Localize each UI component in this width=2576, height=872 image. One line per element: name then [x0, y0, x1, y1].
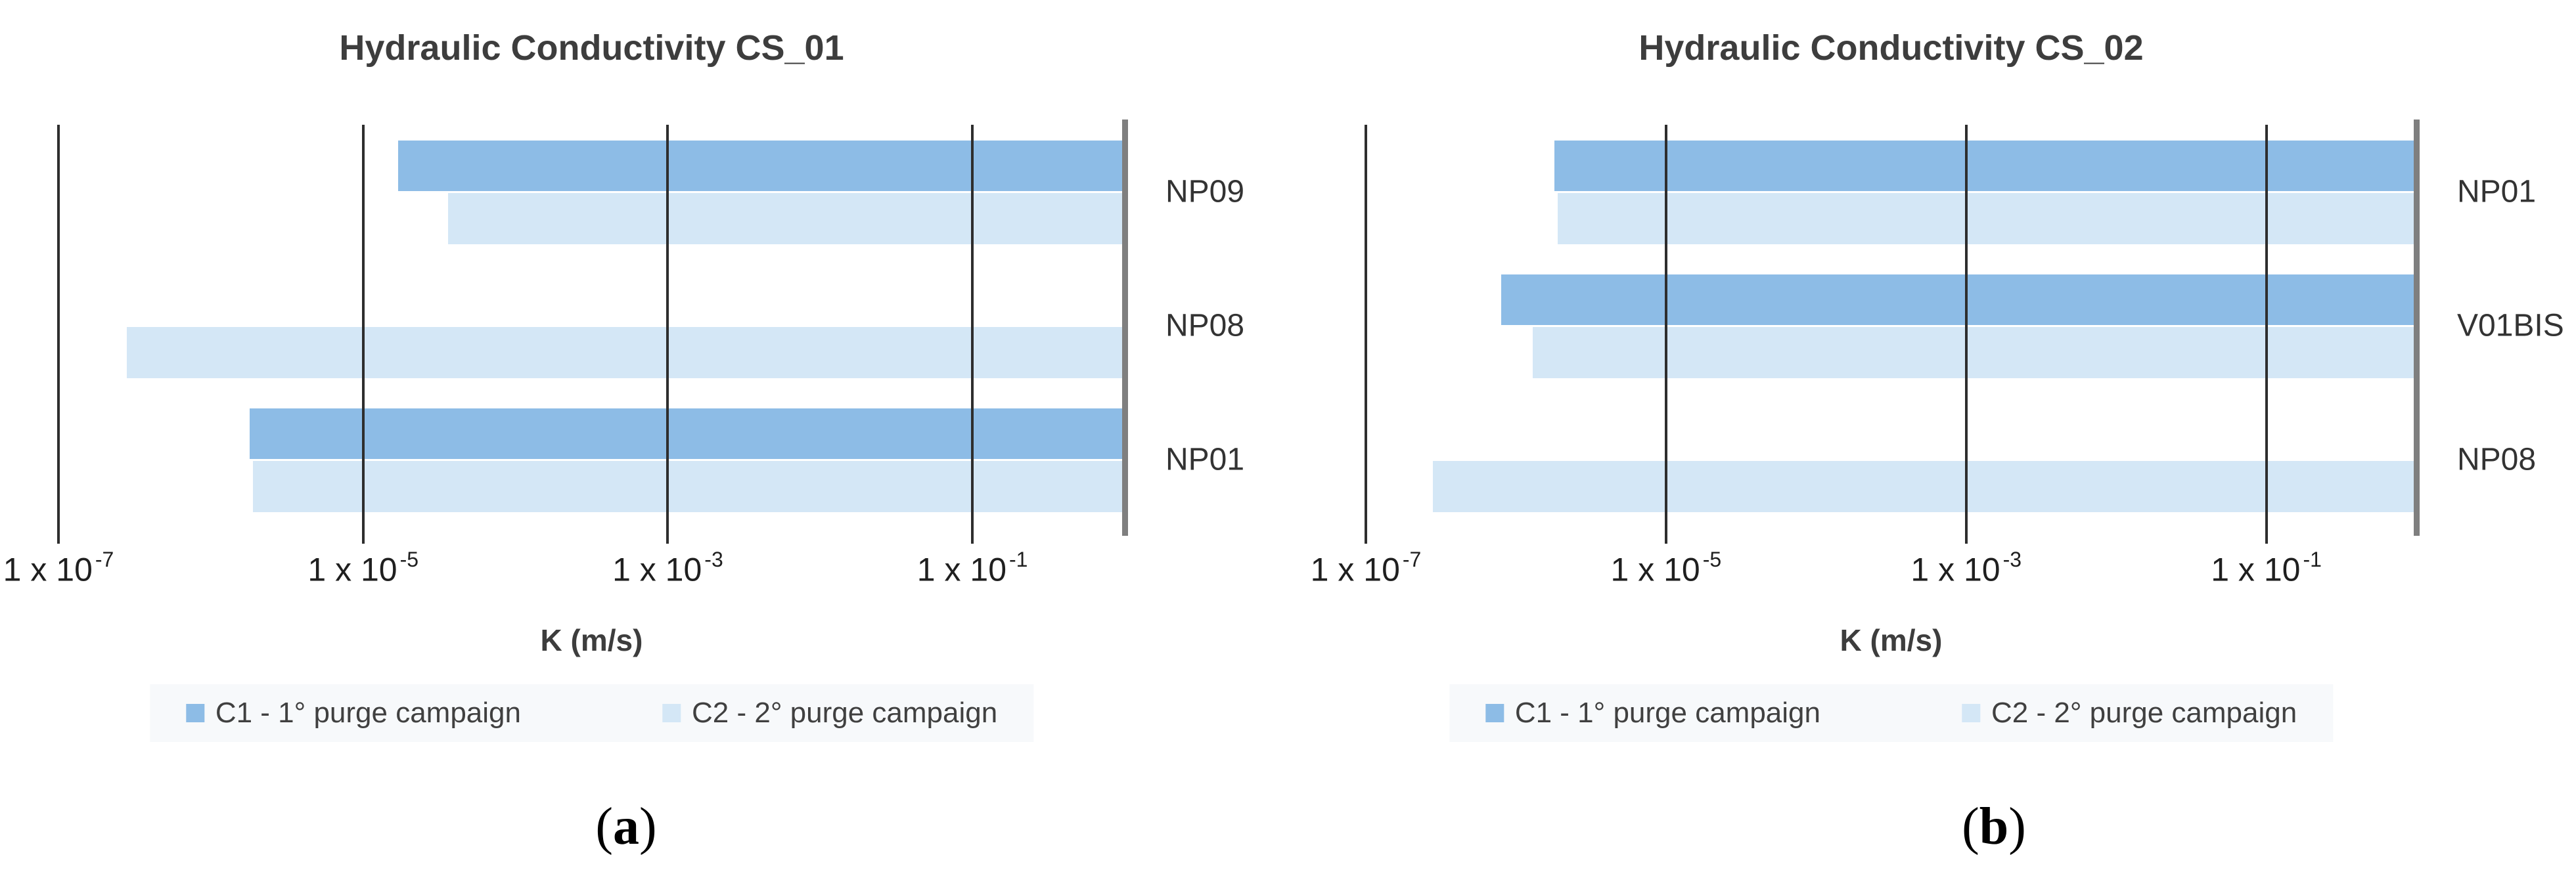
axis-tick — [361, 527, 365, 544]
gridline — [971, 125, 974, 527]
category-label: NP01 — [1165, 442, 1245, 477]
legend-label: C2 - 2° purge campaign — [692, 697, 998, 729]
caption-letter: a — [613, 798, 639, 856]
gridline — [666, 125, 669, 527]
x-axis-title: K (m/s) — [1840, 623, 1943, 657]
bar-NP09-c1 — [398, 141, 1125, 191]
gridline — [361, 125, 365, 527]
axis-tick — [57, 527, 60, 544]
legend-label: C2 - 2° purge campaign — [1991, 697, 2297, 729]
legend-item-c1: C1 - 1° purge campaign — [185, 697, 521, 730]
caption-paren: ( — [595, 798, 613, 856]
x-tick-label: 1 x 10 -1 — [916, 548, 1028, 588]
bar-NP01-c1 — [250, 408, 1125, 459]
legend: C1 - 1° purge campaign C2 - 2° purge camp… — [149, 684, 1034, 742]
caption-paren: ) — [639, 798, 657, 856]
category-label: NP08 — [2457, 442, 2537, 477]
legend: C1 - 1° purge campaign C2 - 2° purge camp… — [1449, 684, 2334, 742]
category-axis-line — [1122, 120, 1128, 536]
x-tick-label: 1 x 10 -7 — [3, 548, 114, 588]
legend-item-c2: C2 - 2° purge campaign — [1962, 697, 2297, 730]
category-axis-line — [2414, 120, 2420, 536]
gridline — [1365, 125, 1367, 527]
legend-label: C1 - 1° purge campaign — [215, 697, 521, 729]
gridline — [57, 125, 60, 527]
category-label: V01BIS — [2457, 308, 2564, 343]
legend-marker-icon — [1962, 704, 1980, 722]
figure-caption: (a) — [595, 797, 656, 857]
bar-NP08-c2 — [1433, 461, 2416, 512]
category-label: NP09 — [1165, 174, 1245, 209]
category-label: NP01 — [2457, 174, 2537, 209]
bar-V01BIS-c2 — [1533, 327, 2416, 378]
x-tick-label: 1 x 10 -5 — [1610, 548, 1722, 588]
axis-tick — [1664, 527, 1667, 544]
bar-NP09-c2 — [447, 193, 1125, 244]
axis-tick — [2265, 527, 2268, 544]
gridline — [1964, 125, 1968, 527]
figure-a: Hydraulic Conductivity CS_01 NP09 NP08 NP0… — [3, 28, 1244, 857]
x-tick-label: 1 x 10 -7 — [1310, 548, 1422, 588]
gridline — [1664, 125, 1667, 527]
plot-area: NP09 NP08 NP01 1 x 10 -7 1 x 10 -5 1 x 10 -3 1 x … — [3, 120, 1244, 588]
legend-marker-icon — [1485, 704, 1504, 722]
caption-paren: ) — [2008, 798, 2026, 856]
x-tick-label: 1 x 10 -5 — [307, 548, 419, 588]
chart-title: Hydraulic Conductivity CS_01 — [339, 28, 844, 68]
figure-caption: (b) — [1962, 797, 2026, 857]
legend-marker-icon — [662, 704, 681, 722]
caption-paren: ( — [1962, 798, 1979, 856]
bar-NP01-c2 — [1558, 193, 2416, 244]
axis-tick — [666, 527, 669, 544]
bar-NP01-c2 — [253, 461, 1125, 512]
legend-item-c1: C1 - 1° purge campaign — [1485, 697, 1820, 730]
plot-area: NP01 V01BIS NP08 1 x 10 -7 1 x 10 -5 1 x 10 -3 1 … — [1311, 120, 2564, 588]
gridline — [2265, 125, 2268, 527]
bar-NP01-c1 — [1554, 141, 2416, 191]
x-tick-label: 1 x 10 -3 — [612, 548, 723, 588]
legend-marker-icon — [185, 704, 204, 722]
caption-letter: b — [1979, 798, 2009, 856]
axis-tick — [1365, 527, 1367, 544]
figure-b: Hydraulic Conductivity CS_02 NP01 V01BIS N… — [1288, 0, 2576, 872]
bar-V01BIS-c1 — [1501, 274, 2416, 325]
chart-title: Hydraulic Conductivity CS_02 — [1638, 28, 2144, 68]
legend-label: C1 - 1° purge campaign — [1514, 697, 1820, 729]
x-tick-label: 1 x 10 -1 — [2211, 548, 2322, 588]
axis-tick — [1964, 527, 1968, 544]
x-axis-title: K (m/s) — [540, 623, 643, 657]
bar-NP08-c2 — [126, 327, 1125, 378]
legend-item-c2: C2 - 2° purge campaign — [662, 697, 997, 730]
x-tick-label: 1 x 10 -3 — [1910, 548, 2022, 588]
category-label: NP08 — [1165, 308, 1245, 343]
axis-tick — [971, 527, 974, 544]
